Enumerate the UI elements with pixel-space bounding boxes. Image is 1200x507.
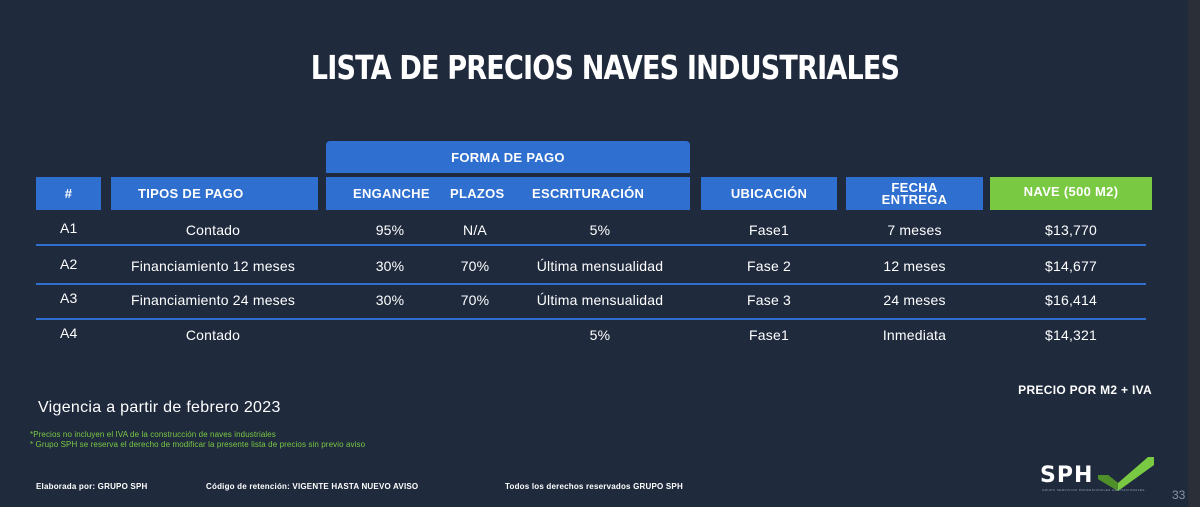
row-ubicacion: Fase 2 — [747, 258, 791, 274]
row-id: A2 — [60, 256, 78, 272]
page-number: 33 — [1172, 488, 1186, 502]
footer-derechos: Todos los derechos reservados GRUPO SPH — [505, 482, 683, 491]
row-ubicacion: Fase1 — [749, 327, 789, 343]
page-title: LISTA DE PRECIOS NAVES INDUSTRIALES — [310, 48, 900, 87]
header-nave: NAVE (500 M2) — [990, 177, 1152, 210]
header-forma-de-pago: FORMA DE PAGO — [326, 141, 690, 173]
row-fecha: Inmediata — [882, 327, 947, 343]
row-plazos: 70% — [460, 258, 490, 274]
side-strip — [1188, 0, 1200, 507]
row-divider — [108, 244, 1146, 246]
header-escrituracion: ESCRITURACIÓN — [532, 186, 645, 201]
sph-logo: SPH GRUPO SERVICIOS PROFESIONALES HABITA… — [1040, 457, 1156, 493]
vigencia-text: Vigencia a partir de febrero 2023 — [38, 399, 281, 416]
row-tipo: Financiamiento 12 meses — [130, 258, 296, 274]
row-escrituracion: Última mensualidad — [536, 292, 664, 308]
header-forma-de-pago-sub: ENGANCHE PLAZOS ESCRITURACIÓN — [326, 177, 690, 210]
row-enganche: 30% — [375, 292, 405, 308]
row-plazos: 70% — [460, 292, 490, 308]
footnote: * Grupo SPH se reserva el derecho de mod… — [30, 440, 366, 449]
row-tipo: Financiamiento 24 meses — [130, 292, 296, 308]
row-precio: $14,677 — [1044, 258, 1097, 274]
row-divider — [108, 283, 1146, 285]
row-tipo: Contado — [185, 222, 241, 238]
row-fecha: 7 meses — [887, 222, 942, 238]
footer-elaborada: Elaborada por: GRUPO SPH — [36, 482, 148, 491]
row-plazos: N/A — [463, 222, 487, 238]
header-fecha-entrega: FECHA ENTREGA — [846, 177, 983, 210]
header-tipos-de-pago: TIPOS DE PAGO — [111, 177, 318, 210]
footer-codigo: Código de retención: VIGENTE HASTA NUEVO… — [206, 482, 419, 491]
logo-tagline: GRUPO SERVICIOS PROFESIONALES HABITACION… — [1042, 488, 1145, 492]
row-ubicacion: Fase1 — [749, 222, 789, 238]
row-id: A4 — [60, 325, 78, 341]
precio-m2-label: PRECIO POR M2 + IVA — [1018, 383, 1152, 397]
header-enganche: ENGANCHE — [353, 186, 430, 201]
footnote: *Precios no incluyen el IVA de la constr… — [30, 430, 276, 439]
row-enganche: 30% — [375, 258, 405, 274]
header-num: # — [36, 177, 101, 210]
row-enganche: 95% — [375, 222, 405, 238]
row-divider — [36, 244, 108, 246]
header-ubicacion: UBICACIÓN — [701, 177, 837, 210]
row-fecha: 24 meses — [883, 292, 946, 308]
row-tipo: Contado — [185, 327, 241, 343]
row-divider — [108, 318, 1146, 320]
row-precio: $14,321 — [1044, 327, 1097, 343]
row-fecha: 12 meses — [883, 258, 946, 274]
row-ubicacion: Fase 3 — [747, 292, 791, 308]
row-id: A3 — [60, 290, 78, 306]
header-plazos: PLAZOS — [450, 186, 505, 201]
checkmark-icon — [1098, 457, 1154, 491]
row-escrituracion: 5% — [589, 327, 611, 343]
row-divider — [36, 283, 108, 285]
row-id: A1 — [60, 220, 78, 236]
row-escrituracion: Última mensualidad — [536, 258, 664, 274]
row-precio: $13,770 — [1044, 222, 1097, 238]
row-precio: $16,414 — [1044, 292, 1097, 308]
logo-text: SPH — [1040, 463, 1094, 488]
row-divider — [36, 318, 108, 320]
row-escrituracion: 5% — [589, 222, 611, 238]
